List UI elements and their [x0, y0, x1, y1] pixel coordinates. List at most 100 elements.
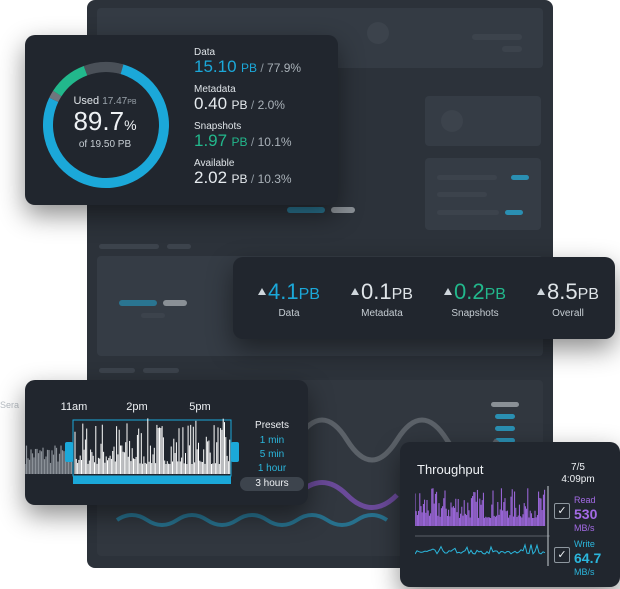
avatar — [367, 22, 389, 44]
metric-unit: MB/s — [574, 567, 595, 577]
metric-text: Read 530 MB/s — [574, 494, 597, 534]
item-label: Snapshots — [194, 121, 242, 132]
timeline-card: 11am 2pm 5pm Presets 1 min 5 min 1 hour 3 hour… — [25, 380, 308, 505]
item-value: 1.97 — [194, 131, 228, 150]
preset-option[interactable]: 5 min — [259, 449, 285, 460]
item-unit: PB — [231, 172, 248, 186]
placeholder — [119, 300, 157, 306]
growth-item: 0.2PB Snapshots — [427, 279, 523, 319]
growth-item: 4.1PB Data — [241, 279, 337, 319]
item-unit: PB — [231, 135, 248, 149]
item-line: 1.97 PB / 10.1% — [194, 132, 301, 151]
side-label: Sera — [0, 400, 20, 410]
item-percent: 10.1% — [257, 135, 292, 149]
metric-write: ✓ Write 64.7 MB/s — [552, 538, 616, 578]
placeholder — [502, 46, 522, 52]
wave — [115, 513, 389, 527]
growth-label: Data — [278, 308, 300, 319]
throughput-card: Throughput 7/5 4:09pm ✓ Read 530 MB/s ✓ Write… — [400, 442, 620, 587]
percent-unit: % — [124, 117, 137, 133]
placeholder — [99, 244, 159, 249]
separator: / — [247, 135, 258, 149]
growth-unit: PB — [484, 286, 506, 303]
storage-row: Metadata 0.40 PB / 2.0% — [194, 84, 301, 121]
presets: Presets 1 min 5 min 1 hour 3 hours — [240, 420, 304, 491]
metric-label: Read — [574, 495, 596, 505]
placeholder — [495, 438, 515, 443]
item-percent: 77.9% — [267, 61, 302, 75]
placeholder — [163, 300, 187, 306]
placeholder — [511, 175, 529, 180]
metric-label: Write — [574, 539, 595, 549]
growth-label: Metadata — [361, 308, 403, 319]
growth-item: 0.1PB Metadata — [334, 279, 430, 319]
item-unit: PB — [241, 61, 258, 75]
up-arrow — [444, 288, 453, 295]
up-arrow — [537, 288, 546, 295]
placeholder — [287, 207, 325, 213]
presets-title: Presets — [255, 420, 289, 431]
item-value: 0.40 — [194, 94, 228, 113]
scrollbar — [73, 476, 231, 484]
growth-value: 4.1 — [268, 279, 299, 304]
placeholder — [331, 207, 355, 213]
growth-value: 8.5 — [547, 279, 578, 304]
throughput-chart — [415, 486, 550, 566]
time-label: 11am — [60, 401, 88, 413]
used-label: Used — [73, 95, 100, 107]
placeholder — [143, 368, 179, 373]
donut-segment — [43, 62, 169, 188]
placeholder — [495, 414, 515, 419]
preset-option[interactable]: 1 hour — [257, 463, 287, 474]
item-percent: 2.0% — [257, 98, 285, 112]
growth-unit: PB — [298, 286, 320, 303]
handle-right — [231, 442, 239, 462]
item-line: 0.40 PB / 2.0% — [194, 95, 301, 114]
usage-donut — [43, 62, 169, 188]
placeholder — [167, 244, 191, 249]
item-value: 2.02 — [194, 168, 228, 187]
total-capacity: of 19.50 PB — [78, 139, 132, 150]
growth-value-line: 8.5PB — [520, 279, 616, 308]
metric-text: Write 64.7 MB/s — [574, 538, 601, 578]
metric-unit: MB/s — [574, 523, 595, 533]
item-label: Data — [194, 47, 216, 58]
checkbox[interactable]: ✓ — [554, 547, 570, 563]
item-line: 2.02 PB / 10.3% — [194, 169, 301, 188]
preset-option[interactable]: 3 hours — [240, 477, 304, 491]
metric-read: ✓ Read 530 MB/s — [552, 494, 616, 534]
placeholder — [472, 34, 522, 40]
growth-unit: PB — [577, 286, 599, 303]
item-label: Available — [194, 158, 235, 169]
item-unit: PB — [231, 98, 248, 112]
checkbox[interactable]: ✓ — [554, 503, 570, 519]
placeholder — [491, 402, 519, 407]
wave — [295, 480, 399, 510]
item-value: 15.10 — [194, 57, 237, 76]
used-unit: PB — [127, 99, 137, 106]
storage-card: Used 17.47PB 89.7% of 19.50 PB Data 15.10… — [25, 35, 338, 205]
separator: / — [257, 61, 268, 75]
up-arrow — [258, 288, 267, 295]
placeholder — [141, 313, 165, 318]
preset-option[interactable]: 1 min — [259, 435, 285, 446]
storage-breakdown: Data 15.10 PB / 77.9% Metadata 0.40 PB / 2.… — [194, 47, 301, 195]
placeholder — [437, 192, 487, 197]
item-percent: 10.3% — [257, 172, 292, 186]
used-value: 17.47 — [102, 96, 128, 107]
placeholder — [437, 175, 497, 180]
placeholder — [495, 426, 515, 431]
throughput-title: Throughput — [417, 462, 484, 477]
separator: / — [247, 172, 258, 186]
separator: / — [247, 98, 258, 112]
metric-value: 530 — [574, 506, 598, 522]
up-arrow — [351, 288, 360, 295]
storage-row: Data 15.10 PB / 77.9% — [194, 47, 301, 84]
growth-label: Overall — [552, 308, 584, 319]
growth-item: 8.5PB Overall — [520, 279, 616, 319]
growth-value: 0.2 — [454, 279, 485, 304]
item-label: Metadata — [194, 84, 236, 95]
placeholder — [505, 210, 523, 215]
growth-value-line: 4.1PB — [241, 279, 337, 308]
placeholder — [437, 210, 499, 215]
